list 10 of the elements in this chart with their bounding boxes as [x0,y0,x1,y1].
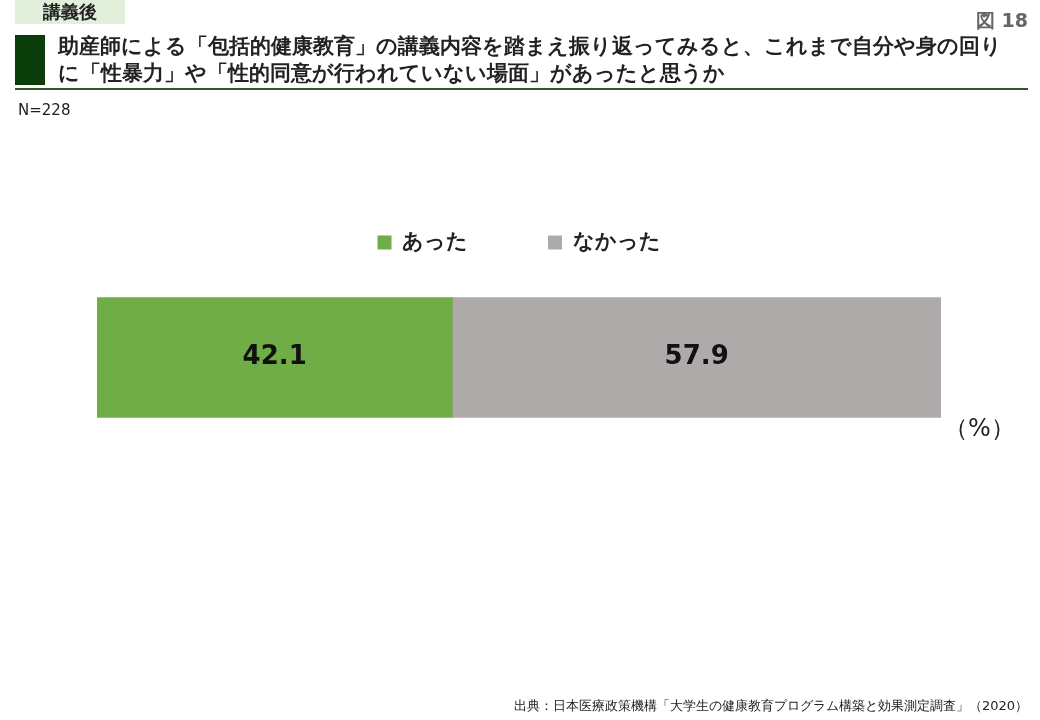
text: （%） [944,413,1015,444]
caption: 図 18 [975,8,1028,33]
data-label: 57.9 [664,340,729,371]
text: 講義後 [15,0,125,24]
legend-label: なかった [572,228,661,253]
chart-subtitle: N=228 [18,101,71,119]
data-label: 42.1 [242,340,307,371]
chart-title: 助産師による「包括的健康教育」の講義内容を踏まえ振り返ってみると、これまで自分や身の回りに「性暴力」や「性的同意が行われていない場面」があったと思うか [58,33,1003,87]
legend-label: あった [402,228,468,253]
source-note: 出典：日本医療政策機構「大学生の健康教育プログラム構築と効果測定調査」（2020） [513,697,1028,715]
